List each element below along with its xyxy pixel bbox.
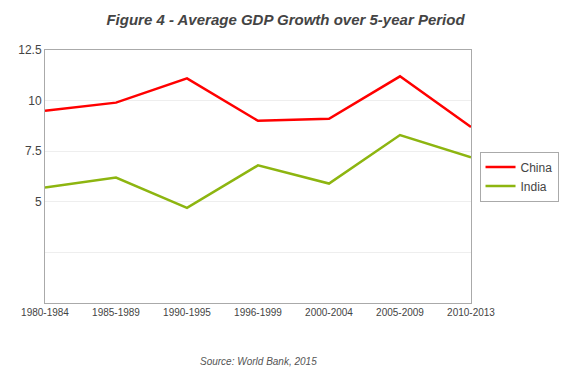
svg-text:10: 10 [28,94,42,108]
svg-text:5: 5 [35,195,42,209]
svg-text:1980-1984: 1980-1984 [21,307,69,318]
svg-text:1990-1995: 1990-1995 [163,307,211,318]
svg-text:7.5: 7.5 [25,144,42,158]
svg-text:1985-1989: 1985-1989 [92,307,140,318]
svg-text:12.5: 12.5 [18,43,42,57]
svg-text:1996-1999: 1996-1999 [234,307,282,318]
svg-text:2005-2009: 2005-2009 [376,307,424,318]
svg-text:Source: World Bank, 2015: Source: World Bank, 2015 [200,356,317,367]
svg-text:China: China [521,161,553,175]
svg-text:2000-2004: 2000-2004 [305,307,353,318]
svg-text:India: India [521,180,547,194]
svg-text:2010-2013: 2010-2013 [447,307,495,318]
svg-text:Figure 4 - Average GDP Growth: Figure 4 - Average GDP Growth over 5-yea… [106,11,465,28]
